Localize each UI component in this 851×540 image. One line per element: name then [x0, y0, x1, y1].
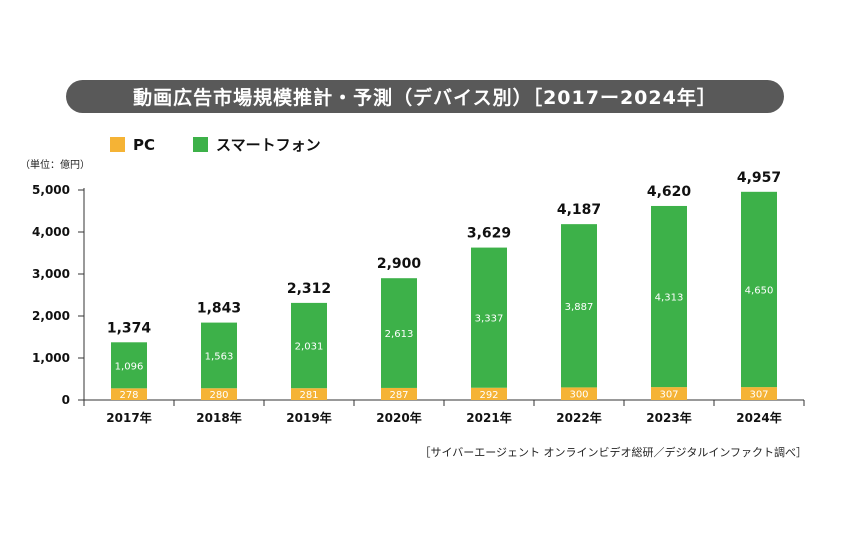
data-label-smartphone: 1,563 — [205, 351, 234, 362]
x-tick-label: 2024年 — [736, 410, 781, 425]
bar-segment-smartphone — [651, 205, 687, 388]
data-label-pc: 307 — [659, 390, 678, 401]
x-tick-label: 2019年 — [286, 410, 331, 425]
bar-segment-pc — [741, 387, 777, 400]
legend-label-smartphone: スマートフォン — [216, 136, 321, 154]
y-tick-label: 5,000 — [32, 183, 70, 197]
bar-segment-pc — [291, 388, 327, 400]
x-tick-label: 2022年 — [556, 410, 601, 425]
y-tick-label: 1,000 — [32, 351, 70, 365]
legend-item-smartphone: スマートフォン — [193, 134, 321, 155]
data-label-total: 2,900 — [377, 256, 422, 272]
x-tick-label: 2020年 — [376, 410, 421, 425]
bar-segment-smartphone — [741, 191, 777, 388]
bar-segment-pc — [381, 387, 417, 400]
legend-swatch-pc — [110, 137, 125, 152]
bar-segment-smartphone — [471, 247, 507, 388]
data-label-pc: 292 — [479, 390, 498, 401]
x-tick-label: 2021年 — [466, 410, 511, 425]
bar-segment-pc — [561, 387, 597, 400]
data-label-smartphone: 1,096 — [115, 361, 144, 372]
y-tick-label: 0 — [62, 393, 70, 407]
data-label-total: 3,629 — [467, 226, 511, 242]
data-label-pc: 281 — [299, 390, 318, 401]
data-label-pc: 280 — [209, 390, 228, 401]
data-label-total: 4,620 — [647, 184, 692, 200]
data-label-pc: 287 — [389, 390, 408, 401]
bar-segment-pc — [111, 388, 147, 400]
legend-label-pc: PC — [133, 135, 156, 154]
bar-segment-pc — [651, 387, 687, 400]
data-label-smartphone: 3,337 — [475, 314, 504, 325]
data-label-total: 4,187 — [557, 202, 601, 218]
x-tick-label: 2017年 — [106, 410, 151, 425]
data-label-smartphone: 2,613 — [385, 329, 414, 340]
source-note: ［サイバーエージェント オンラインビデオ総研／デジタルインファクト調べ］ — [419, 446, 807, 459]
y-tick-label: 2,000 — [32, 309, 70, 323]
data-label-pc: 307 — [749, 390, 768, 401]
data-label-total: 2,312 — [287, 281, 331, 297]
bar-segment-smartphone — [381, 278, 417, 388]
bar-segment-smartphone — [291, 302, 327, 389]
x-tick-label: 2023年 — [646, 410, 691, 425]
bar-segment-smartphone — [201, 322, 237, 389]
legend-item-pc: PC — [110, 136, 155, 154]
data-label-smartphone: 3,887 — [565, 302, 594, 313]
bar-segment-smartphone — [111, 342, 147, 389]
data-label-pc: 278 — [119, 390, 138, 401]
data-label-smartphone: 4,650 — [745, 285, 774, 296]
legend: PC スマートフォン — [110, 134, 359, 155]
data-label-total: 4,957 — [737, 170, 781, 186]
data-label-total: 1,843 — [197, 301, 241, 317]
unit-label: （単位：億円） — [20, 160, 90, 171]
bar-segment-pc — [471, 387, 507, 400]
bar-segment-smartphone — [561, 224, 597, 388]
bar-segment-pc — [201, 388, 237, 400]
data-label-smartphone: 4,313 — [655, 293, 684, 304]
y-tick-label: 3,000 — [32, 267, 70, 281]
y-tick-label: 4,000 — [32, 225, 70, 239]
legend-swatch-smartphone — [193, 137, 209, 152]
data-label-total: 1,374 — [107, 320, 152, 336]
chart-title: 動画広告市場規模推計・予測（デバイス別）［2017ー2024年］ — [66, 80, 784, 113]
x-tick-label: 2018年 — [196, 410, 241, 425]
data-label-pc: 300 — [569, 390, 588, 401]
data-label-smartphone: 2,031 — [295, 342, 324, 353]
